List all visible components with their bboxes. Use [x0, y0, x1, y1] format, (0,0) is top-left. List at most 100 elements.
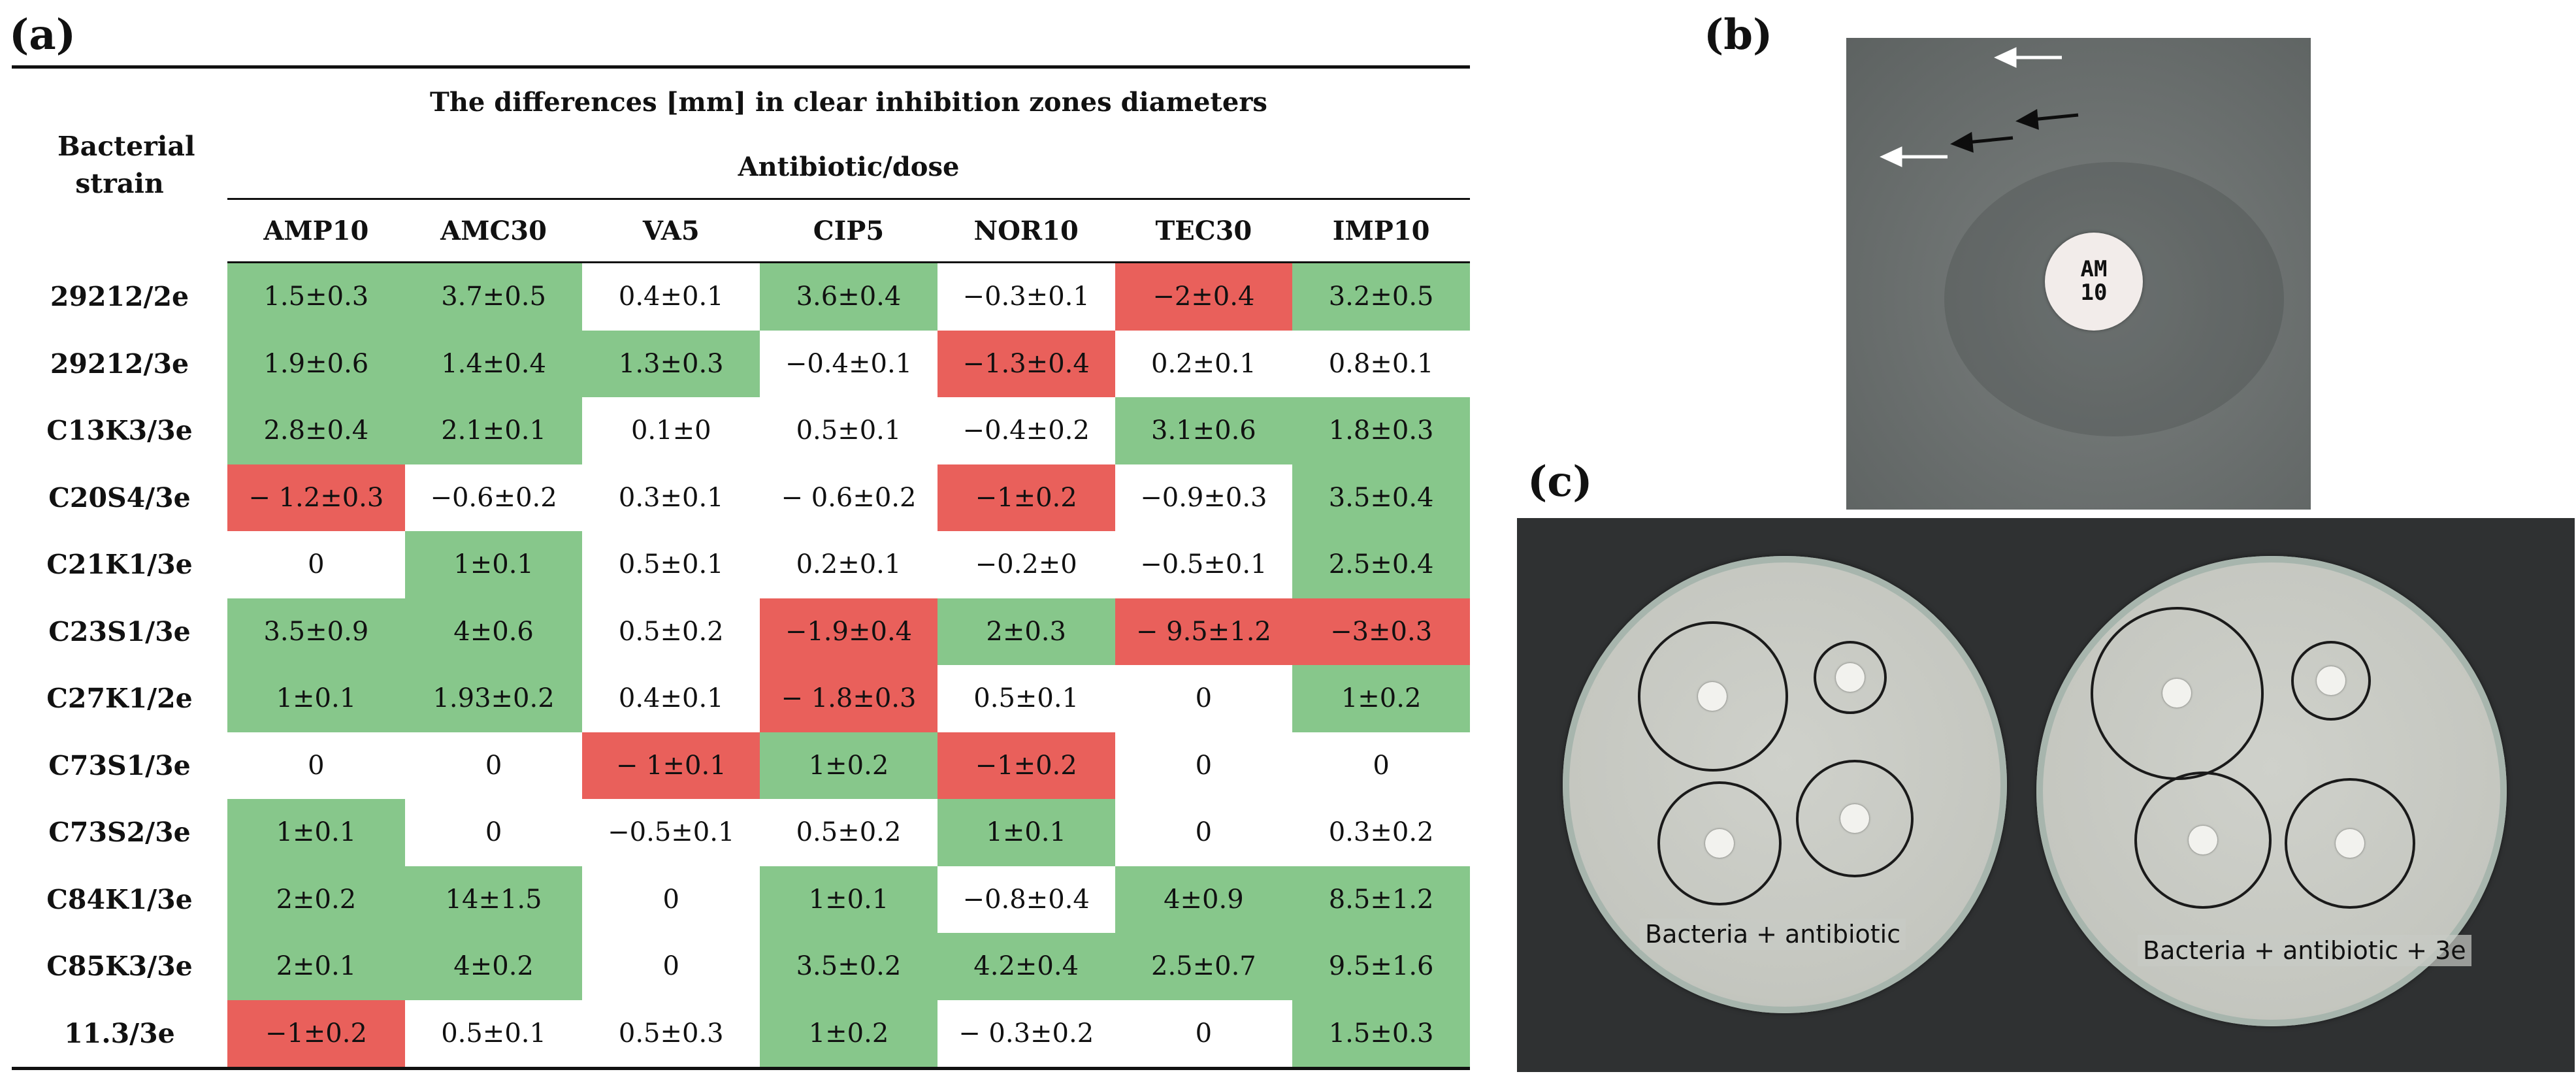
column-header: NOR10 [937, 199, 1115, 263]
antibiotic-disc [1836, 663, 1865, 692]
table-cell: 0 [404, 799, 583, 866]
black-arrowhead-icon [2015, 108, 2039, 130]
table-cell: 4±0.2 [404, 933, 583, 1000]
table-cell: 9.5±1.6 [1292, 933, 1470, 1000]
table-cell: 0.2±0.1 [1115, 330, 1293, 397]
table-cell: −0.2±0 [937, 531, 1115, 598]
black-arrowhead-icon [1950, 131, 1974, 153]
table-cell: 0.4±0.1 [582, 665, 760, 732]
table-cell: 1±0.2 [760, 732, 937, 799]
antibiotic-disc [1705, 829, 1734, 858]
table-cell: 0 [582, 866, 760, 933]
antibiotic-disc [1698, 682, 1727, 711]
disc-label: AM 10 [2080, 256, 2108, 306]
table-cell: 1.4±0.4 [404, 330, 583, 397]
table-cell: 1±0.1 [404, 531, 583, 598]
table-cell: 4.2±0.4 [937, 933, 1115, 1000]
petri-dish-left: Bacteria + antibiotic [1563, 556, 2007, 1013]
table-cell: 0 [404, 732, 583, 799]
table-cell: 2±0.3 [937, 598, 1115, 665]
antibiotic-disc [2189, 826, 2217, 854]
table-cell: 0.5±0.1 [582, 531, 760, 598]
table-cell: 1.8±0.3 [1292, 397, 1470, 464]
strain-label: C27K1/2e [46, 683, 193, 715]
panel-label-b: (b) [1704, 10, 1773, 59]
inhibition-zone-circle [1638, 621, 1788, 772]
table-cell: 1±0.2 [1292, 665, 1470, 732]
right-dish-caption: Bacteria + antibiotic + 3e [2138, 935, 2471, 966]
petri-closeup-photo: AM 10 [1846, 38, 2311, 510]
table-cell: 0 [1115, 1000, 1293, 1070]
table-cell: 14±1.5 [404, 866, 583, 933]
column-header: CIP5 [760, 199, 937, 263]
table-cell: 0 [1115, 732, 1293, 799]
strain-label: C13K3/3e [46, 415, 193, 447]
table-cell: − 1.2±0.3 [227, 464, 405, 531]
table-cell: 0.5±0.1 [760, 397, 937, 464]
inhibition-zone-circle [1796, 760, 1914, 877]
strain-label: 29212/2e [50, 280, 189, 312]
table-cell: 0.5±0.3 [582, 1000, 760, 1070]
strain-label: 29212/3e [50, 348, 189, 380]
table-cell: 0 [1115, 665, 1293, 732]
petri-dish-right: Bacteria + antibiotic + 3e [2036, 556, 2507, 1026]
table-cell: −2±0.4 [1115, 262, 1293, 331]
inhibition-zone-circle [1814, 641, 1887, 714]
strain-label: C23S1/3e [48, 615, 191, 647]
table-title: The differences [mm] in clear inhibition… [227, 65, 1470, 136]
table-cell: −3±0.3 [1292, 598, 1470, 665]
table-cell: −0.5±0.1 [582, 799, 760, 866]
table-cell: 0.5±0.1 [404, 1000, 583, 1070]
strain-label: C73S1/3e [48, 749, 191, 781]
table-cell: − 0.6±0.2 [760, 464, 937, 531]
antibiotic-disc [2336, 829, 2364, 858]
white-arrowhead-icon [1994, 47, 2017, 68]
table-cell: 3.5±0.9 [227, 598, 405, 665]
table-cell: 1.93±0.2 [404, 665, 583, 732]
table-cell: − 1±0.1 [582, 732, 760, 799]
antibiotic-disc: AM 10 [2045, 233, 2143, 331]
table-cell: 2±0.1 [227, 933, 405, 1000]
table-subtitle: Antibiotic/dose [227, 136, 1470, 200]
table-cell: 3.5±0.2 [760, 933, 937, 1000]
table-cell: 3.6±0.4 [760, 262, 937, 331]
table-cell: 1.5±0.3 [1292, 1000, 1470, 1070]
strain-label: 11.3/3e [12, 1000, 228, 1070]
column-header: AMC30 [404, 199, 583, 263]
table-row: C73S2/3e 1±0.1 0 −0.5±0.1 0.5±0.2 1±0.1 0 0.3±0… [12, 799, 1470, 866]
table-cell: 3.1±0.6 [1115, 397, 1293, 464]
inhibition-zone-circle [2134, 772, 2272, 909]
table-cell: 2.5±0.7 [1115, 933, 1293, 1000]
white-arrowhead-icon [1880, 146, 1902, 167]
black-arrow-icon [1966, 136, 2014, 144]
table-cell: −0.3±0.1 [937, 262, 1115, 331]
table-cell: 2±0.2 [227, 866, 405, 933]
table-row: C73S1/3e 0 0− 1±0.1 1±0.2 −1±0.2 0 0 [12, 732, 1470, 799]
petri-dishes-photo: Bacteria + antibiotic Bacteria + antibio… [1517, 518, 2575, 1072]
antibiotic-disc [2162, 679, 2191, 708]
black-arrow-icon [2032, 113, 2079, 122]
column-header: TEC30 [1115, 199, 1293, 263]
row-header: Bacterial strain [12, 65, 228, 263]
table-cell: − 9.5±1.2 [1115, 598, 1293, 665]
table-cell: 0.5±0.2 [760, 799, 937, 866]
table-cell: −0.5±0.1 [1115, 531, 1293, 598]
table-row: C84K1/3e 2±0.2 14±1.5 0 1±0.1 −0.8±0.4 4±0.9 8.… [12, 866, 1470, 933]
table-cell: 1.3±0.3 [582, 330, 760, 397]
strain-label: C85K3/3e [46, 951, 193, 983]
table-cell: 0.3±0.2 [1292, 799, 1470, 866]
table-cell: −1±0.2 [937, 464, 1115, 531]
table-cell: 0 [1115, 799, 1293, 866]
table-cell: 0.2±0.1 [760, 531, 937, 598]
column-header: AMP10 [227, 199, 405, 263]
antibiotic-disc [1840, 804, 1869, 833]
strain-label: C73S2/3e [48, 817, 191, 849]
inhibition-zone-circle [2285, 778, 2415, 909]
table-cell: 2.5±0.4 [1292, 531, 1470, 598]
inhibition-zone-circle [2291, 641, 2371, 721]
column-header: VA5 [582, 199, 760, 263]
strain-label: C21K1/3e [46, 549, 193, 581]
inhibition-zone-circle [1657, 781, 1782, 905]
table-cell: 0.1±0 [582, 397, 760, 464]
table-cell: 1.5±0.3 [227, 262, 405, 331]
